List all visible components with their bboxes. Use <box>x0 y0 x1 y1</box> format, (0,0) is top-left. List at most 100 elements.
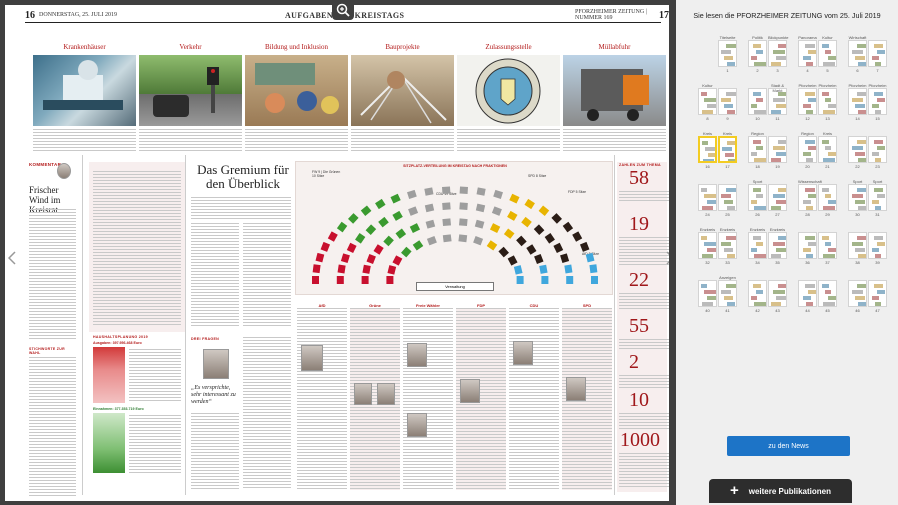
page-thumbnail[interactable] <box>768 136 787 163</box>
seat-label-2: CDU 19 Sitze <box>436 192 457 196</box>
seat-mark <box>441 186 451 194</box>
page-thumbnail[interactable] <box>748 280 767 307</box>
page-thumbnail[interactable] <box>698 184 717 211</box>
page-thumbnail[interactable] <box>748 184 767 211</box>
page-number-label: 21 <box>825 164 830 169</box>
column-rule <box>82 155 83 495</box>
seat-mark <box>459 186 469 194</box>
haushalt-einnahmen: Einnahmen: 377.353.719 Euro <box>93 407 144 411</box>
page-thumbnail[interactable] <box>868 88 887 115</box>
page-thumbnail[interactable] <box>818 88 837 115</box>
page-thumbnail[interactable] <box>848 232 867 259</box>
left-page-number: 16 <box>25 9 35 21</box>
seat-mark <box>566 276 574 284</box>
seat-mark <box>585 252 595 263</box>
page-thumbnail[interactable] <box>698 136 717 163</box>
seat-mark <box>458 234 468 243</box>
page-section-label: Enzkreis <box>769 227 786 232</box>
page-thumbnail[interactable] <box>748 232 767 259</box>
page-number-label: 32 <box>705 260 710 265</box>
seat-mark <box>409 223 421 234</box>
seat-mark <box>553 242 564 254</box>
page-thumbnail[interactable] <box>768 232 787 259</box>
news-button[interactable]: zu den News <box>727 436 850 456</box>
page-thumbnail[interactable] <box>748 136 767 163</box>
party-label-cdu: CDU <box>529 303 539 308</box>
page-section-label: Kultur <box>822 35 833 40</box>
interview-text-1 <box>191 413 239 489</box>
page-thumbnail[interactable] <box>718 136 737 163</box>
page-thumbnail[interactable] <box>868 184 887 211</box>
page-thumbnail[interactable] <box>848 280 867 307</box>
page-thumbnail[interactable] <box>748 88 767 115</box>
page-thumbnail[interactable] <box>718 88 737 115</box>
page-thumbnail[interactable] <box>748 40 767 67</box>
page-thumbnail[interactable] <box>868 40 887 67</box>
page-number-label: 10 <box>755 116 760 121</box>
page-thumbnail[interactable] <box>768 184 787 211</box>
page-thumbnail[interactable] <box>798 40 817 67</box>
page-thumbnail[interactable] <box>698 280 717 307</box>
page-thumbnail[interactable] <box>818 280 837 307</box>
number-10-text <box>619 413 669 429</box>
page-thumbnail[interactable] <box>798 232 817 259</box>
haushalt-ausgaben: Ausgaben: 397.956.468 Euro <box>93 341 142 345</box>
page-thumbnail[interactable] <box>798 184 817 211</box>
page-thumbnail[interactable] <box>698 88 717 115</box>
kommentar-label: KOMMENTAR <box>29 162 62 167</box>
verwaltung-box: Verwaltung <box>416 282 494 291</box>
page-number-label: 37 <box>825 260 830 265</box>
page-thumbnail[interactable] <box>798 88 817 115</box>
page-thumbnail[interactable] <box>848 40 867 67</box>
page-thumbnail[interactable] <box>848 136 867 163</box>
seat-mark <box>386 276 394 284</box>
page-thumbnail[interactable] <box>818 232 837 259</box>
page-number-label: 29 <box>825 212 830 217</box>
more-publications-button[interactable]: + weitere Publikationen <box>709 479 852 503</box>
newspaper-double-page[interactable]: 16 DONNERSTAG, 25. JULI 2019 AUFGABEN DE… <box>5 5 669 501</box>
page-thumbnail[interactable] <box>768 280 787 307</box>
seat-mark <box>392 210 403 221</box>
page-thumbnail[interactable] <box>718 232 737 259</box>
page-thumbnail[interactable] <box>718 184 737 211</box>
page-thumbnail[interactable] <box>818 184 837 211</box>
seat-mark <box>312 264 321 274</box>
page-thumbnail[interactable] <box>718 280 737 307</box>
page-thumbnail[interactable] <box>698 232 717 259</box>
page-section-label: Sport <box>852 179 863 184</box>
previous-page-button[interactable] <box>5 245 19 271</box>
page-thumbnail[interactable] <box>848 184 867 211</box>
page-number-label: 2 <box>756 68 759 73</box>
page-thumbnail[interactable] <box>868 136 887 163</box>
interview-label: DREI FRAGEN <box>191 337 220 341</box>
seat-mark <box>395 228 407 239</box>
seat-mark <box>579 241 590 252</box>
page-section-label: Kreis <box>822 131 833 136</box>
seat-mark <box>346 242 357 254</box>
seat-mark <box>589 264 598 274</box>
page-section-label: Pforzheim <box>818 83 837 88</box>
seat-mark <box>375 198 386 210</box>
page-section-label: Stadt & Markt <box>770 83 785 93</box>
page-thumbnail[interactable] <box>798 280 817 307</box>
page-thumbnail[interactable] <box>768 40 787 67</box>
page-thumbnail[interactable] <box>868 232 887 259</box>
page-thumbnail[interactable] <box>848 88 867 115</box>
next-page-button[interactable] <box>663 245 669 271</box>
page-number-label: 11 <box>775 116 780 121</box>
magnifier-plus-icon <box>336 3 350 17</box>
page-thumbnail[interactable] <box>818 136 837 163</box>
party-text-spd <box>562 308 612 490</box>
seat-label-4: FDP 5 Sitze <box>568 190 587 194</box>
caption-construction <box>351 129 454 151</box>
caption-registration <box>457 129 560 151</box>
page-thumbnail[interactable] <box>768 88 787 115</box>
zoom-button[interactable] <box>332 0 354 20</box>
page-thumbnail[interactable] <box>818 40 837 67</box>
page-number-label: 36 <box>805 260 810 265</box>
seat-mark <box>336 221 348 233</box>
page-number-label: 18 <box>755 164 760 169</box>
page-thumbnail[interactable] <box>868 280 887 307</box>
page-thumbnail[interactable] <box>718 40 737 67</box>
page-thumbnail[interactable] <box>798 136 817 163</box>
